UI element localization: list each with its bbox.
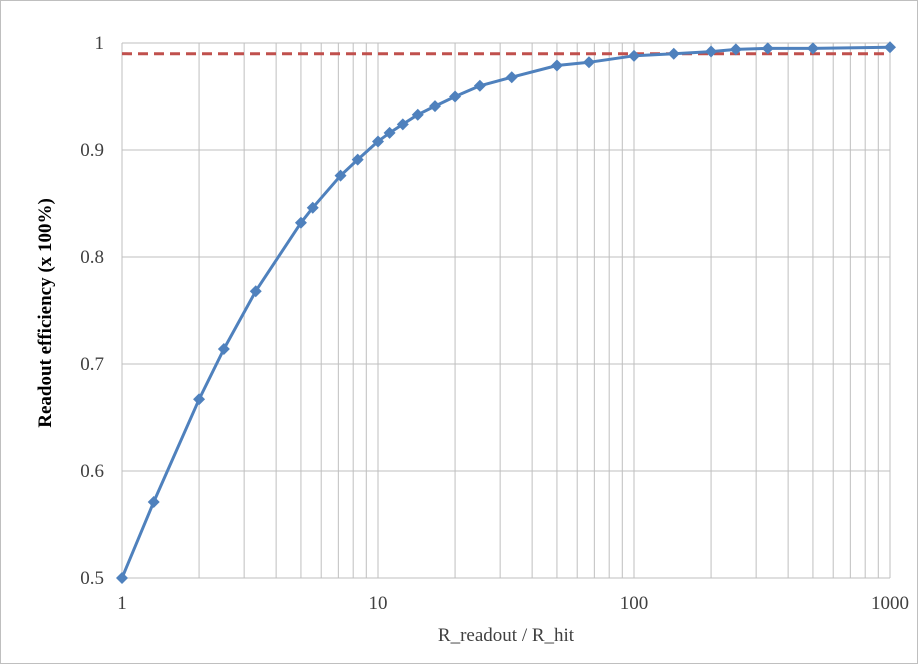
x-tick-label: 1000 [871,593,909,614]
y-axis-title: Readout efficiency (x 100%) [35,198,56,428]
data-point-marker [372,135,384,148]
data-point-marker [705,45,718,58]
y-tick-label: 0.7 [80,354,104,375]
data-point-marker [116,572,128,584]
x-tick-labels: 1 10 100 1000 [117,593,909,614]
data-point-marker [449,90,462,103]
data-point-marker [351,153,364,166]
data-point-marker [667,47,680,60]
data-point-marker [294,216,307,229]
x-tick-label: 100 [620,593,649,614]
y-tick-label: 0.9 [80,140,104,161]
data-point-marker [761,42,774,55]
data-point-marker [429,100,442,113]
data-point-marker [249,285,262,298]
y-tick-label: 1 [95,33,105,54]
series-line [120,45,891,579]
data-point-marker [806,42,819,55]
x-axis-title: R_readout / R_hit [438,625,575,646]
data-point-marker [473,79,486,92]
data-point-marker [411,108,424,121]
x-tick-label: 1 [117,593,127,614]
x-tick-label: 10 [369,593,388,614]
data-point-marker [217,343,230,356]
data-point-marker [396,118,409,131]
data-point-marker [505,71,518,84]
data-point-marker [383,126,396,139]
data-point-marker [884,41,896,54]
y-tick-label: 0.5 [80,568,104,589]
data-point-marker [334,169,347,182]
y-tick-label: 0.6 [80,461,104,482]
data-point-marker [582,56,595,69]
grid-lines [121,42,891,579]
data-point-marker [147,496,160,509]
data-point-marker [550,59,563,72]
y-tick-label: 0.8 [80,247,104,268]
data-point-marker [306,201,319,214]
data-point-marker [193,393,206,406]
data-point-marker [628,49,640,62]
y-tick-labels: 0.5 0.6 0.7 0.8 0.9 1 [80,33,104,589]
series-markers [116,41,896,584]
data-point-marker [729,43,742,56]
